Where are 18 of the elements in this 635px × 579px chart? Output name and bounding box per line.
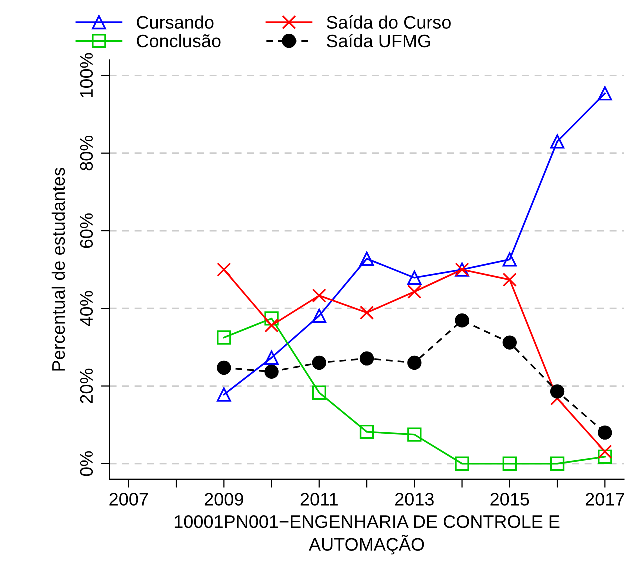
x-axis-title: 10001PN001−ENGENHARIA DE CONTROLE E AUTOMAÇÃO <box>174 515 560 555</box>
legend-label: Conclusão <box>137 34 221 48</box>
x-tick-label: 2009 <box>204 493 244 506</box>
y-tick-label: 40% <box>80 291 94 326</box>
x-tick-label: 2011 <box>300 493 338 506</box>
y-tick-label: 80% <box>80 136 94 171</box>
y-tick-label: 20% <box>80 368 94 404</box>
legend-label: Saída UFMG <box>327 34 430 48</box>
x-tick-label: 2007 <box>110 493 148 506</box>
y-tick-label: 60% <box>80 214 94 248</box>
y-tick-label: 0% <box>80 451 94 476</box>
x-tick-label: 2017 <box>586 493 624 506</box>
x-tick-label: 2015 <box>490 493 530 506</box>
legend-label: Saída do Curso <box>327 16 451 29</box>
y-axis-title: Percentual de estudantes <box>52 168 66 371</box>
x-tick-label: 2013 <box>395 493 434 506</box>
legend-label: Cursando <box>137 16 214 29</box>
y-tick-label: 100% <box>80 53 94 98</box>
